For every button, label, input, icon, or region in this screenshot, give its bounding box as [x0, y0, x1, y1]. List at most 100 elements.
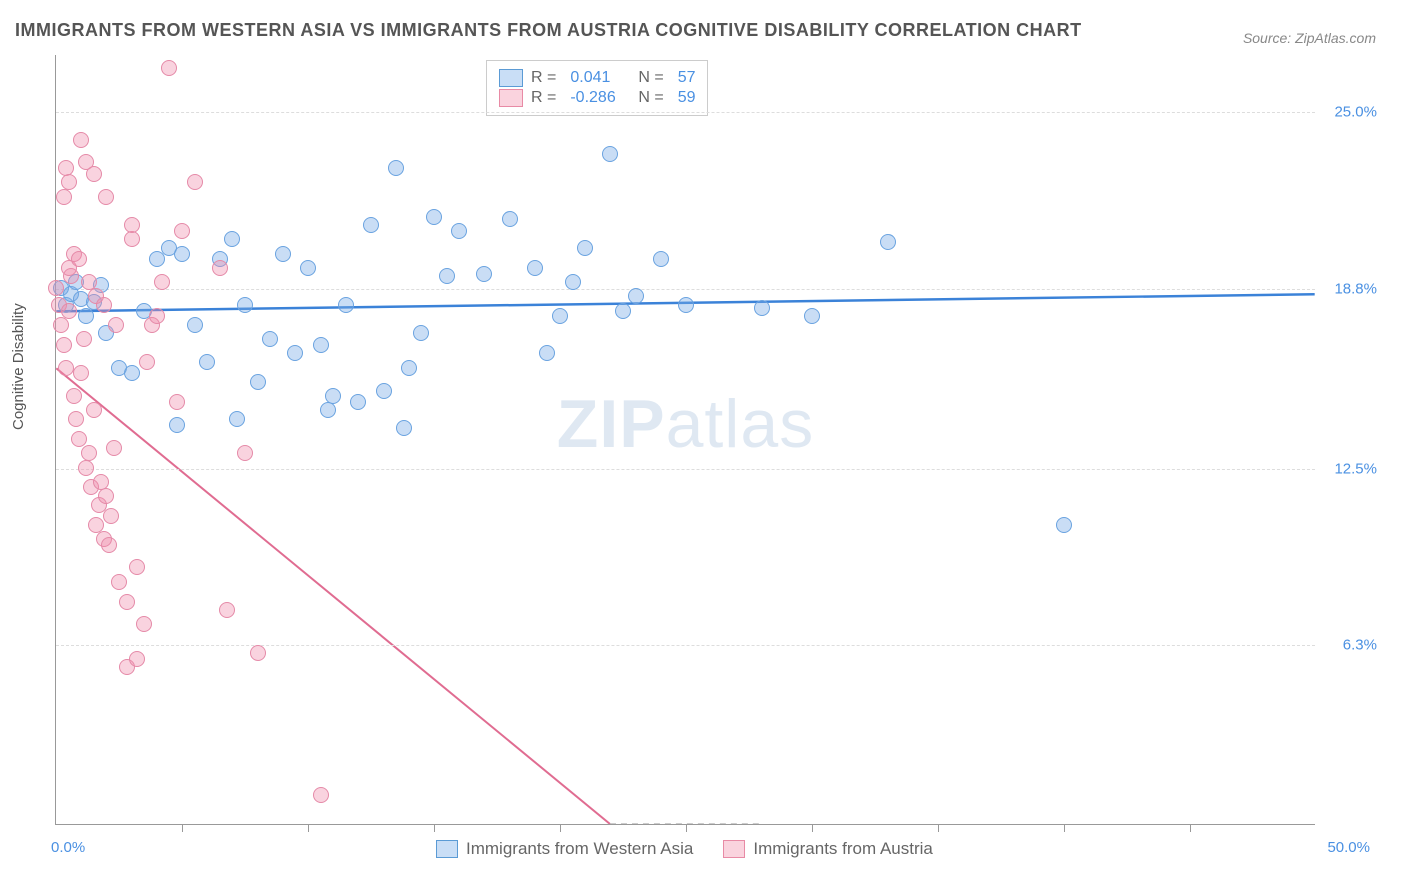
- data-point: [1056, 517, 1072, 533]
- data-point: [187, 317, 203, 333]
- watermark: ZIPatlas: [557, 385, 814, 463]
- chart-plot-area: ZIPatlas R = 0.041 N = 57 R = -0.286 N =…: [55, 55, 1315, 825]
- data-point: [124, 217, 140, 233]
- data-point: [124, 365, 140, 381]
- data-point: [136, 616, 152, 632]
- data-point: [98, 488, 114, 504]
- data-point: [300, 260, 316, 276]
- data-point: [106, 440, 122, 456]
- legend-r-label: R =: [531, 89, 556, 107]
- legend-swatch: [436, 840, 458, 858]
- data-point: [396, 420, 412, 436]
- y-axis-label: Cognitive Disability: [10, 303, 27, 430]
- data-point: [262, 331, 278, 347]
- legend-n-label: N =: [638, 69, 663, 87]
- data-point: [78, 308, 94, 324]
- data-point: [219, 602, 235, 618]
- y-tick-label: 12.5%: [1334, 460, 1377, 477]
- x-tick-mark: [308, 824, 309, 832]
- data-point: [154, 274, 170, 290]
- watermark-rest: atlas: [666, 386, 815, 462]
- data-point: [451, 223, 467, 239]
- data-point: [199, 354, 215, 370]
- series-legend-item: Immigrants from Western Asia: [436, 839, 693, 859]
- data-point: [73, 365, 89, 381]
- data-point: [129, 651, 145, 667]
- data-point: [81, 445, 97, 461]
- data-point: [565, 274, 581, 290]
- data-point: [161, 60, 177, 76]
- chart-title: IMMIGRANTS FROM WESTERN ASIA VS IMMIGRAN…: [15, 20, 1082, 41]
- source-label: Source:: [1243, 30, 1291, 46]
- x-tick-mark: [182, 824, 183, 832]
- data-point: [602, 146, 618, 162]
- data-point: [124, 231, 140, 247]
- data-point: [376, 383, 392, 399]
- data-point: [577, 240, 593, 256]
- data-point: [678, 297, 694, 313]
- data-point: [73, 132, 89, 148]
- x-tick-left: 0.0%: [51, 839, 85, 856]
- x-tick-mark: [686, 824, 687, 832]
- data-point: [653, 251, 669, 267]
- series-legend: Immigrants from Western Asia Immigrants f…: [436, 839, 933, 859]
- x-tick-mark: [1190, 824, 1191, 832]
- data-point: [101, 537, 117, 553]
- legend-swatch: [499, 89, 523, 107]
- watermark-bold: ZIP: [557, 386, 666, 462]
- data-point: [275, 246, 291, 262]
- y-tick-label: 18.8%: [1334, 280, 1377, 297]
- data-point: [338, 297, 354, 313]
- data-point: [320, 402, 336, 418]
- gridline-h: [56, 112, 1315, 113]
- data-point: [426, 209, 442, 225]
- legend-r-value: -0.286: [570, 89, 630, 107]
- data-point: [103, 508, 119, 524]
- data-point: [754, 300, 770, 316]
- data-point: [237, 445, 253, 461]
- data-point: [61, 174, 77, 190]
- data-point: [169, 417, 185, 433]
- series-legend-item: Immigrants from Austria: [723, 839, 933, 859]
- legend-n-value: 59: [678, 89, 696, 107]
- data-point: [149, 251, 165, 267]
- x-tick-mark: [1064, 824, 1065, 832]
- data-point: [68, 411, 84, 427]
- data-point: [78, 460, 94, 476]
- data-point: [96, 297, 112, 313]
- data-point: [58, 360, 74, 376]
- series-label: Immigrants from Western Asia: [466, 839, 693, 859]
- data-point: [250, 645, 266, 661]
- data-point: [804, 308, 820, 324]
- data-point: [287, 345, 303, 361]
- data-point: [86, 402, 102, 418]
- data-point: [401, 360, 417, 376]
- x-tick-mark: [812, 824, 813, 832]
- data-point: [129, 559, 145, 575]
- data-point: [388, 160, 404, 176]
- data-point: [56, 337, 72, 353]
- data-point: [56, 189, 72, 205]
- data-point: [476, 266, 492, 282]
- data-point: [350, 394, 366, 410]
- data-point: [86, 166, 102, 182]
- data-point: [76, 331, 92, 347]
- legend-swatch: [499, 69, 523, 87]
- x-tick-mark: [938, 824, 939, 832]
- data-point: [169, 394, 185, 410]
- series-label: Immigrants from Austria: [753, 839, 933, 859]
- data-point: [119, 594, 135, 610]
- data-point: [174, 223, 190, 239]
- data-point: [139, 354, 155, 370]
- data-point: [53, 317, 69, 333]
- data-point: [527, 260, 543, 276]
- gridline-h: [56, 289, 1315, 290]
- legend-n-label: N =: [638, 89, 663, 107]
- data-point: [313, 337, 329, 353]
- data-point: [880, 234, 896, 250]
- gridline-h: [56, 645, 1315, 646]
- data-point: [108, 317, 124, 333]
- data-point: [212, 260, 228, 276]
- y-tick-label: 6.3%: [1343, 637, 1377, 654]
- data-point: [71, 251, 87, 267]
